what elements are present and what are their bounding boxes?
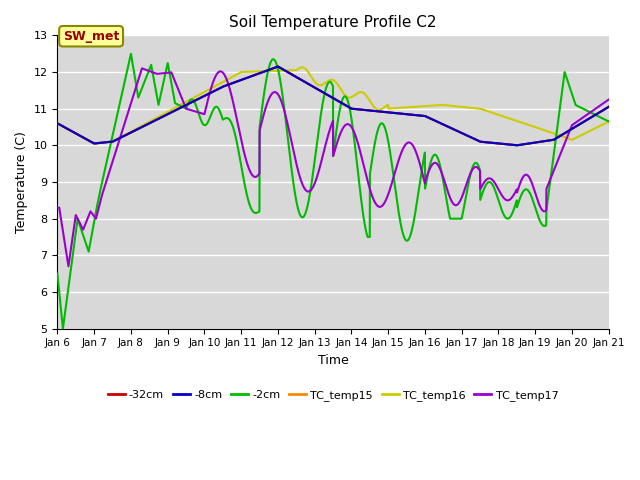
Legend: -32cm, -8cm, -2cm, TC_temp15, TC_temp16, TC_temp17: -32cm, -8cm, -2cm, TC_temp15, TC_temp16,… [104,385,563,405]
Title: Soil Temperature Profile C2: Soil Temperature Profile C2 [229,15,437,30]
Text: SW_met: SW_met [63,30,119,43]
X-axis label: Time: Time [317,354,348,367]
Y-axis label: Temperature (C): Temperature (C) [15,131,28,233]
